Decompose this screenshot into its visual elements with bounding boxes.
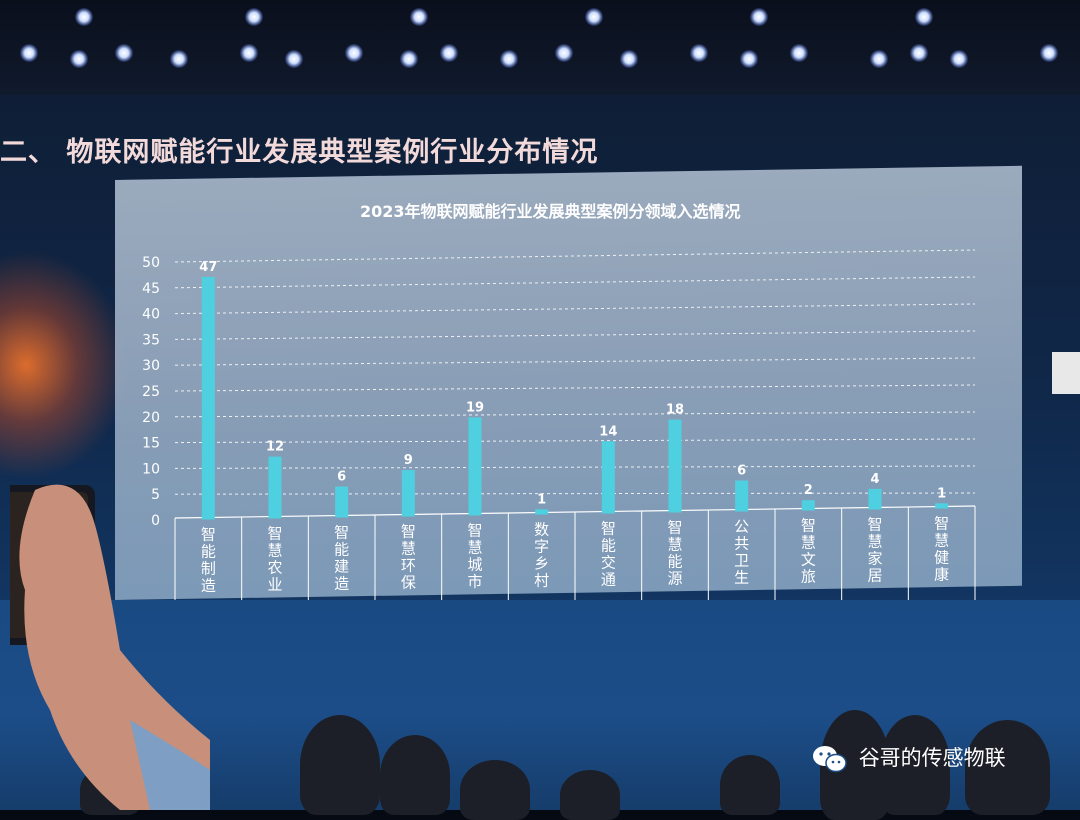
gridline xyxy=(174,438,976,444)
audience-head xyxy=(300,715,380,815)
stage-light xyxy=(620,50,638,68)
gridline xyxy=(174,465,976,469)
stage-light xyxy=(410,8,428,26)
data-label: 14 xyxy=(599,424,617,439)
x-tick-label: 智慧能源 xyxy=(667,519,682,588)
stage-light xyxy=(285,50,303,68)
gridline xyxy=(174,411,976,418)
x-tick-label: 智能制造 xyxy=(201,526,216,595)
gridline xyxy=(174,384,976,392)
gridline xyxy=(174,276,976,289)
y-tick-label: 20 xyxy=(142,410,160,426)
x-tick-label: 智慧健康 xyxy=(934,515,949,584)
stage-light xyxy=(790,44,808,62)
stage-light xyxy=(70,50,88,68)
data-label: 6 xyxy=(737,464,746,479)
bar xyxy=(401,470,415,517)
data-label: 19 xyxy=(466,400,484,415)
audience-head xyxy=(380,735,450,815)
chart-title: 2023年物联网赋能行业发展典型案例分领域入选情况 xyxy=(360,202,741,221)
stage-light xyxy=(115,44,133,62)
audience-head xyxy=(560,770,620,820)
stage-light xyxy=(585,8,603,26)
bar xyxy=(468,417,482,516)
slide-title: 二、 物联网赋能行业发展典型案例行业分布情况 xyxy=(0,137,599,168)
stage-light xyxy=(950,50,968,68)
ceiling-lights xyxy=(0,0,1080,95)
data-label: 6 xyxy=(337,470,346,485)
wechat-icon xyxy=(813,746,847,773)
stage-light xyxy=(170,50,188,68)
y-tick-label: 35 xyxy=(142,332,160,348)
x-tick-label: 智慧文旅 xyxy=(801,517,816,586)
x-tick-label: 智慧家居 xyxy=(867,516,882,585)
audience-head xyxy=(965,720,1050,815)
gridline xyxy=(174,330,976,340)
stage-light xyxy=(75,8,93,26)
audience-head xyxy=(460,760,530,820)
y-tick-label: 45 xyxy=(142,281,160,297)
stage-light xyxy=(20,44,38,62)
watermark-text: 谷哥的传感物联 xyxy=(858,746,1006,770)
x-tick-label: 智慧环保 xyxy=(401,523,416,592)
hand-holding-phone xyxy=(10,484,210,810)
x-tick-label: 智慧农业 xyxy=(267,525,282,594)
y-tick-label: 25 xyxy=(142,384,160,400)
stage-light xyxy=(440,44,458,62)
x-tick-label: 智能建造 xyxy=(334,524,349,593)
stage-light xyxy=(910,44,928,62)
y-tick-label: 15 xyxy=(142,436,160,452)
data-label: 18 xyxy=(666,403,684,418)
bar xyxy=(335,486,349,518)
stage-light xyxy=(750,8,768,26)
bar xyxy=(668,419,682,513)
wechat-watermark: 谷哥的传感物联 xyxy=(812,742,1006,774)
stage-light xyxy=(400,50,418,68)
stage-light xyxy=(740,50,758,68)
y-tick-label: 50 xyxy=(142,255,160,271)
gridline xyxy=(174,492,976,495)
data-label: 1 xyxy=(937,486,946,501)
bar xyxy=(201,276,215,520)
stage-light xyxy=(690,44,708,62)
stage-light xyxy=(555,44,573,62)
stage-light xyxy=(870,50,888,68)
y-tick-label: 0 xyxy=(151,513,160,529)
stage-light xyxy=(345,44,363,62)
data-label: 9 xyxy=(404,453,413,468)
bar xyxy=(868,488,882,510)
y-tick-label: 10 xyxy=(142,461,160,477)
data-label: 1 xyxy=(537,492,546,507)
bar xyxy=(935,503,949,509)
y-tick-label: 5 xyxy=(151,487,160,503)
stage-light xyxy=(240,44,258,62)
gridline xyxy=(174,357,976,366)
x-tick-label: 智慧城市 xyxy=(467,522,482,591)
orange-glow xyxy=(0,250,130,480)
bar xyxy=(735,480,749,512)
stage-light xyxy=(1040,44,1058,62)
y-tick-label: 40 xyxy=(142,307,160,323)
data-label: 2 xyxy=(804,483,813,498)
data-label: 4 xyxy=(870,472,879,487)
x-tick-label: 数字乡村 xyxy=(534,521,549,590)
audience-head xyxy=(720,755,780,815)
audience-head xyxy=(880,715,950,815)
data-label: 12 xyxy=(266,440,284,455)
y-tick-label: 30 xyxy=(142,358,160,374)
stage-light xyxy=(500,50,518,68)
bar xyxy=(268,456,282,519)
bar xyxy=(801,500,815,511)
x-tick-label: 公共卫生 xyxy=(734,518,749,587)
x-tick-label: 智能交通 xyxy=(601,520,616,589)
gridline xyxy=(174,249,976,263)
gridline xyxy=(174,303,976,315)
stage-light xyxy=(915,8,933,26)
side-panel xyxy=(1052,352,1080,394)
bar xyxy=(601,441,615,514)
bar xyxy=(535,509,549,515)
data-label: 47 xyxy=(199,260,217,275)
stage-light xyxy=(245,8,263,26)
